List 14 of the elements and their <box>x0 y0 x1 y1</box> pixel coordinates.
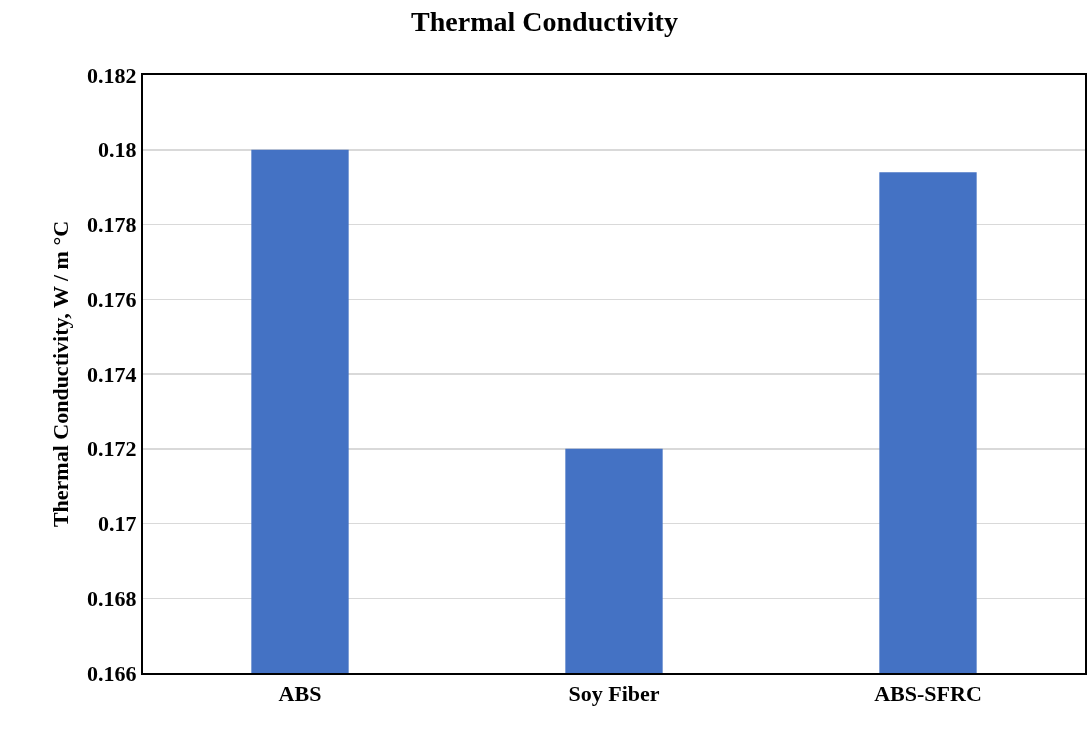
y-tick-label: 0.172 <box>87 436 137 462</box>
y-tick-label: 0.182 <box>87 62 137 88</box>
y-tick-label: 0.174 <box>87 361 137 387</box>
y-tick-label: 0.17 <box>98 511 137 537</box>
chart-title: Thermal Conductivity <box>411 5 678 37</box>
y-tick-label: 0.18 <box>98 137 137 163</box>
x-tick-label: ABS <box>278 681 322 707</box>
y-tick-label: 0.168 <box>87 585 137 611</box>
y-tick-label: 0.176 <box>87 286 137 312</box>
x-tick-label: Soy Fiber <box>568 681 660 707</box>
y-tick-label: 0.178 <box>87 212 137 238</box>
x-tick-label: ABS-SFRC <box>874 681 982 707</box>
y-tick-label: 0.166 <box>87 660 137 686</box>
y-axis-title: Thermal Conductivity, W / m °C <box>48 220 74 528</box>
